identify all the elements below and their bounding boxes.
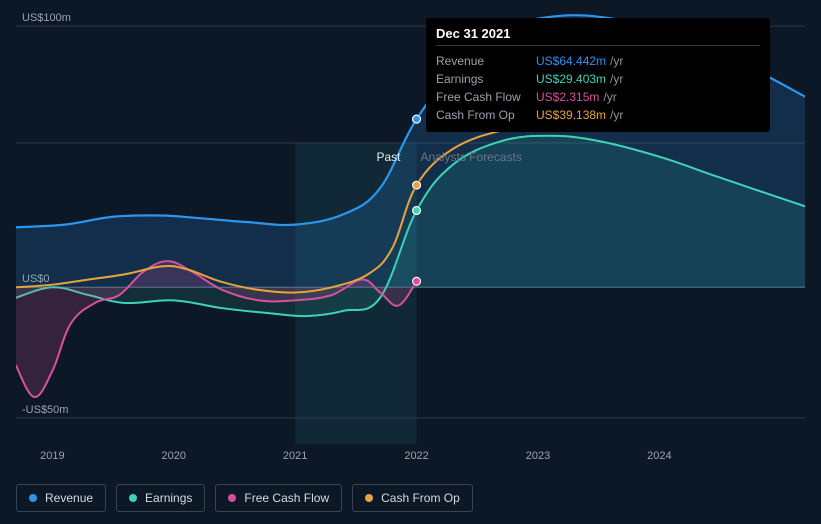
x-axis-label: 2022 bbox=[404, 450, 428, 462]
tooltip-row-value: US$39.138m bbox=[536, 108, 606, 122]
tooltip-row-unit: /yr bbox=[603, 90, 616, 104]
tooltip-date: Dec 31 2021 bbox=[436, 26, 760, 41]
legend-item-revenue[interactable]: Revenue bbox=[16, 484, 106, 512]
tooltip-divider bbox=[436, 45, 760, 46]
tooltip-row-earnings: EarningsUS$29.403m/yr bbox=[436, 70, 760, 88]
legend-item-free_cash_flow[interactable]: Free Cash Flow bbox=[215, 484, 342, 512]
tooltip-row-unit: /yr bbox=[610, 72, 623, 86]
tooltip-row-label: Earnings bbox=[436, 72, 536, 86]
legend-label: Revenue bbox=[45, 491, 93, 505]
tooltip-row-unit: /yr bbox=[610, 54, 623, 68]
legend-label: Cash From Op bbox=[381, 491, 460, 505]
tooltip-row-value: US$2.315m bbox=[536, 90, 599, 104]
tooltip-row-label: Cash From Op bbox=[436, 108, 536, 122]
y-axis-label: US$0 bbox=[22, 273, 50, 285]
legend-dot-icon bbox=[29, 494, 37, 502]
tooltip-row-value: US$29.403m bbox=[536, 72, 606, 86]
tooltip-row-cash_from_op: Cash From OpUS$39.138m/yr bbox=[436, 106, 760, 124]
section-label-past: Past bbox=[376, 150, 400, 164]
x-axis-label: 2023 bbox=[526, 450, 550, 462]
legend-dot-icon bbox=[365, 494, 373, 502]
tooltip-row-unit: /yr bbox=[610, 108, 623, 122]
legend-dot-icon bbox=[129, 494, 137, 502]
legend-dot-icon bbox=[228, 494, 236, 502]
legend-item-earnings[interactable]: Earnings bbox=[116, 484, 205, 512]
x-axis-label: 2021 bbox=[283, 450, 307, 462]
tooltip-row-revenue: RevenueUS$64.442m/yr bbox=[436, 52, 760, 70]
data-tooltip: Dec 31 2021 RevenueUS$64.442m/yrEarnings… bbox=[426, 18, 770, 132]
tooltip-row-label: Revenue bbox=[436, 54, 536, 68]
tooltip-row-value: US$64.442m bbox=[536, 54, 606, 68]
y-axis-label: -US$50m bbox=[22, 404, 68, 416]
legend: Revenue Earnings Free Cash Flow Cash From O… bbox=[16, 484, 473, 512]
x-axis-label: 2020 bbox=[162, 450, 186, 462]
y-axis-label: US$100m bbox=[22, 12, 71, 24]
tooltip-row-free_cash_flow: Free Cash FlowUS$2.315m/yr bbox=[436, 88, 760, 106]
legend-item-cash_from_op[interactable]: Cash From Op bbox=[352, 484, 473, 512]
section-label-forecast: Analysts Forecasts bbox=[421, 150, 522, 164]
legend-label: Free Cash Flow bbox=[244, 491, 329, 505]
x-axis-label: 2024 bbox=[647, 450, 671, 462]
legend-label: Earnings bbox=[145, 491, 192, 505]
tooltip-row-label: Free Cash Flow bbox=[436, 90, 536, 104]
x-axis-label: 2019 bbox=[40, 450, 64, 462]
